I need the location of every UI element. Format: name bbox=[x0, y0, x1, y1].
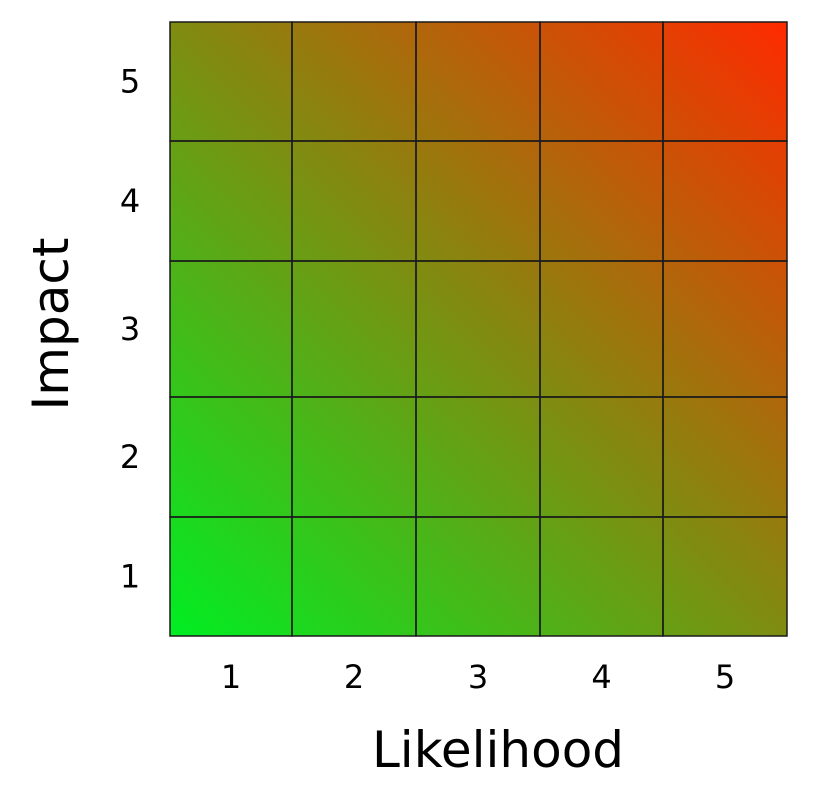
matrix-cells bbox=[169, 21, 788, 637]
x-tick-label: 2 bbox=[344, 658, 364, 696]
y-tick-label: 3 bbox=[120, 310, 140, 348]
y-tick-label: 2 bbox=[120, 438, 140, 476]
matrix-cell-l5-i1 bbox=[662, 516, 788, 637]
y-tick-label: 4 bbox=[120, 182, 140, 220]
x-axis-label: Likelihood bbox=[372, 721, 624, 779]
x-tick-label: 1 bbox=[221, 658, 241, 696]
y-axis-label: Impact bbox=[22, 238, 80, 411]
x-tick-label: 4 bbox=[591, 658, 611, 696]
x-tick-label: 3 bbox=[468, 658, 488, 696]
y-tick-labels: 1 2 3 4 5 bbox=[120, 63, 140, 596]
x-tick-labels: 1 2 3 4 5 bbox=[221, 658, 735, 696]
matrix-background bbox=[170, 22, 787, 636]
y-tick-label: 5 bbox=[120, 63, 140, 101]
y-tick-label: 1 bbox=[120, 558, 140, 596]
x-tick-label: 5 bbox=[715, 658, 735, 696]
